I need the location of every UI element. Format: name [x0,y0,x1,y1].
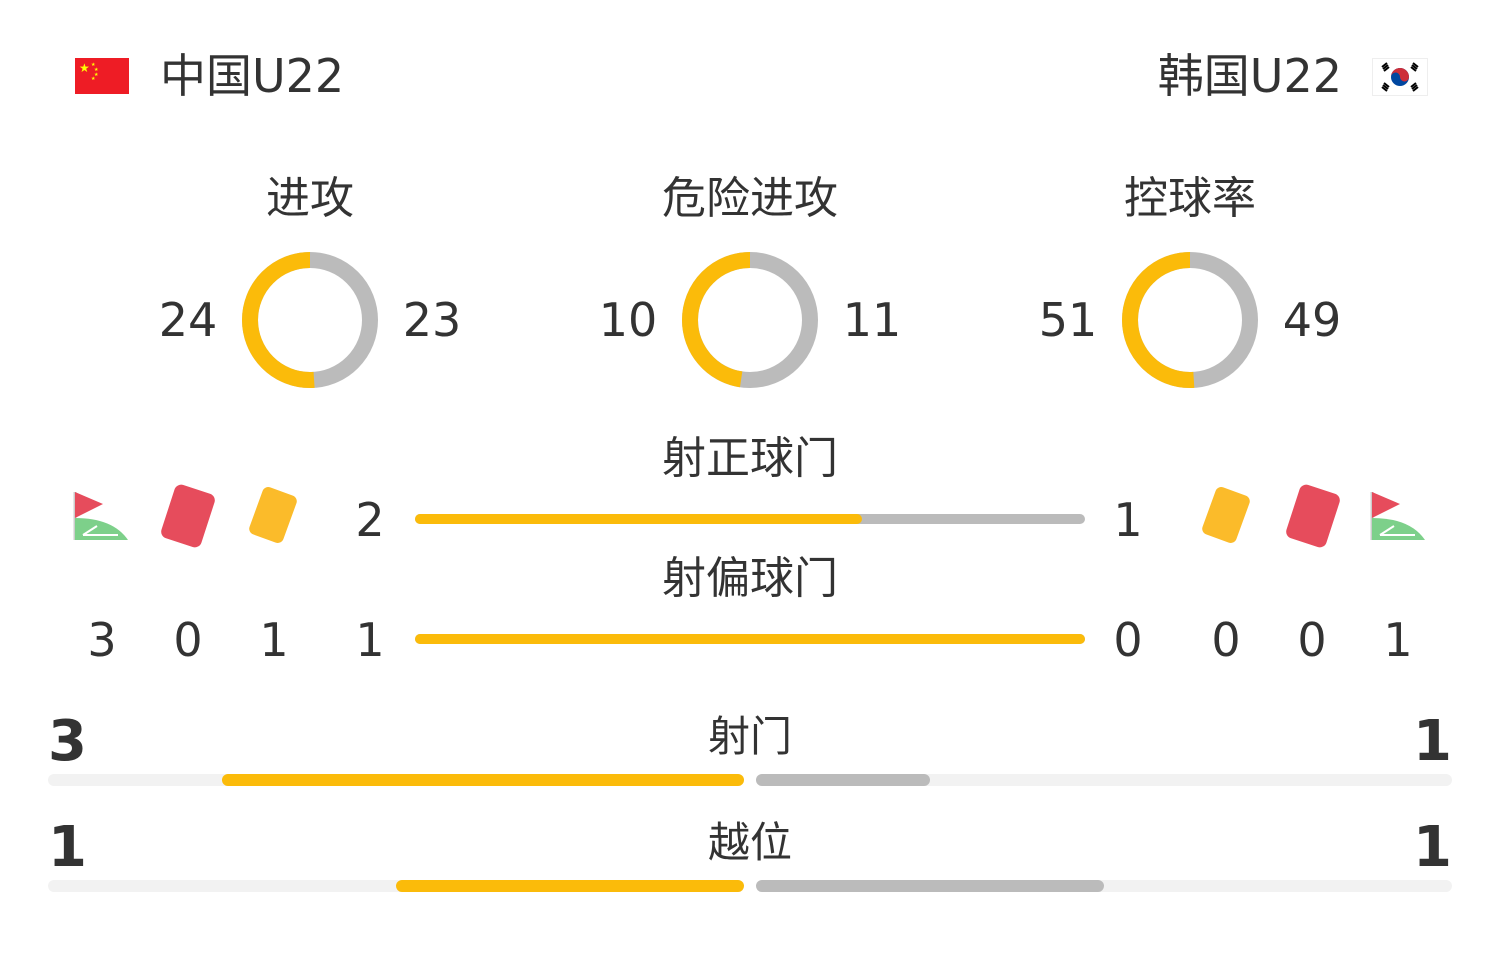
korea-flag-icon [1372,58,1428,96]
donut-home-arc [1122,252,1258,388]
off-target-bar [415,634,1085,644]
donut-away-value: 11 [842,293,902,347]
away-red-cards: 0 [1297,613,1327,667]
away-corners: 1 [1383,613,1413,667]
home-corners: 3 [87,613,117,667]
off-target-home-fill [415,634,1085,644]
home-offside: 1 [48,815,87,880]
red-card-icon [1284,482,1342,550]
away-offside: 1 [1413,815,1452,880]
donut-home-value: 24 [158,293,218,347]
on-target-bar [415,514,1085,524]
yellow-card-icon [1200,485,1252,545]
china-flag-icon: ★ ★ ★ ★ ★ [75,58,129,94]
donut-chart [1122,252,1258,388]
shots-label: 射门 [707,712,792,761]
svg-text:★: ★ [94,67,99,73]
home-red-cards: 0 [173,613,203,667]
donut-label: 控球率 [1124,173,1256,224]
donut-label: 进攻 [266,173,354,224]
offside-label: 越位 [707,818,792,867]
away-shots: 1 [1413,709,1452,774]
donut-chart [682,252,818,388]
donut-home-value: 10 [598,293,658,347]
donut-away-value: 49 [1282,293,1342,347]
corner-flag-icon [73,490,129,546]
shots-away-track [756,774,1452,786]
shots-home-fill [222,774,744,786]
offside-home-fill [396,880,744,892]
home-yellow-cards: 1 [259,613,289,667]
svg-text:★: ★ [94,72,99,78]
on-target-home-fill [415,514,862,524]
away-off-target: 0 [1113,613,1143,667]
donut-away-value: 23 [402,293,462,347]
offside-away-fill [756,880,1104,892]
svg-text:★: ★ [79,61,90,75]
away-yellow-cards: 0 [1211,613,1241,667]
home-off-target: 1 [355,613,385,667]
on-target-label: 射正球门 [662,433,838,484]
corner-flag-icon [1370,490,1426,546]
shots-away-fill [756,774,930,786]
away-team-name: 韩国U22 [1157,49,1342,103]
home-shots: 3 [48,709,87,774]
away-on-target: 1 [1113,493,1143,547]
donut-home-arc [242,252,378,388]
donut-label: 危险进攻 [662,173,838,224]
off-target-label: 射偏球门 [662,553,838,604]
donut-chart [242,252,378,388]
donut-home-arc [682,252,818,388]
red-card-icon [159,482,217,550]
home-team-name: 中国U22 [160,49,345,103]
yellow-card-icon [247,485,299,545]
svg-text:★: ★ [91,62,96,68]
svg-text:★: ★ [91,76,96,82]
home-on-target: 2 [355,493,385,547]
donut-home-value: 51 [1038,293,1098,347]
